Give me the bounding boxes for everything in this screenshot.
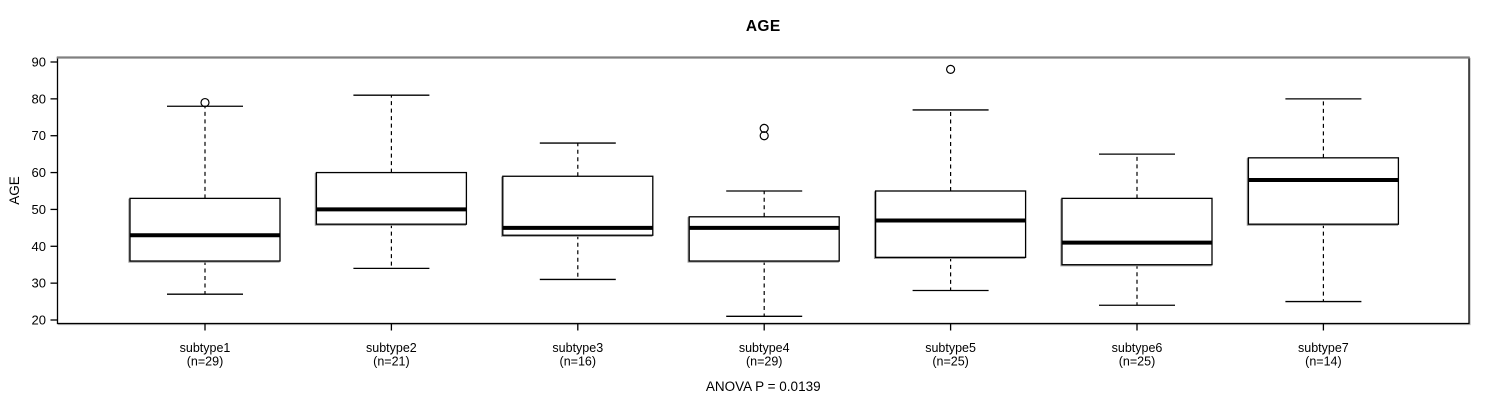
box-group-subtype4: subtype4(n=29) xyxy=(688,123,840,369)
group-label: subtype7 xyxy=(1298,341,1349,355)
iqr-box xyxy=(502,175,654,236)
iqr-box xyxy=(129,197,281,262)
y-tick-label: 80 xyxy=(32,91,46,106)
group-n-label: (n=29) xyxy=(746,355,782,369)
y-axis-title: AGE xyxy=(7,176,22,205)
iqr-box xyxy=(315,171,468,225)
group-n-label: (n=21) xyxy=(373,355,409,369)
chart-title: AGE xyxy=(746,18,781,35)
y-tick-label: 90 xyxy=(32,55,46,70)
box-group-subtype2: subtype2(n=21) xyxy=(315,94,468,369)
iqr-box xyxy=(1247,157,1400,225)
group-label: subtype6 xyxy=(1112,341,1163,355)
group-n-label: (n=25) xyxy=(932,355,968,369)
group-n-label: (n=14) xyxy=(1305,355,1341,369)
group-n-label: (n=16) xyxy=(560,355,596,369)
outlier-point xyxy=(759,123,769,133)
iqr-box xyxy=(874,190,1027,258)
group-label: subtype2 xyxy=(366,341,417,355)
outlier-point xyxy=(200,97,210,108)
y-tick-label: 20 xyxy=(32,313,46,328)
group-label: subtype5 xyxy=(925,341,976,355)
outlier-point xyxy=(945,64,956,74)
box-group-subtype1: subtype1(n=29) xyxy=(129,97,281,369)
iqr-box xyxy=(1061,197,1213,266)
y-tick-label: 70 xyxy=(32,128,46,143)
box-group-subtype5: subtype5(n=25) xyxy=(874,64,1027,369)
box-group-subtype7: subtype7(n=14) xyxy=(1247,98,1400,369)
anova-annotation: ANOVA P = 0.0139 xyxy=(706,379,821,394)
box-group-subtype3: subtype3(n=16) xyxy=(502,142,654,369)
group-n-label: (n=25) xyxy=(1119,355,1155,369)
group-label: subtype1 xyxy=(180,341,231,355)
group-label: subtype4 xyxy=(739,341,790,355)
y-tick-label: 30 xyxy=(32,276,46,291)
group-label: subtype3 xyxy=(552,341,603,355)
y-tick-label: 40 xyxy=(32,239,46,254)
outlier-point xyxy=(759,131,769,141)
y-tick-label: 60 xyxy=(32,165,46,180)
box-group-subtype6: subtype6(n=25) xyxy=(1061,153,1213,369)
iqr-box xyxy=(688,216,840,262)
y-tick-label: 50 xyxy=(32,202,46,217)
group-n-label: (n=29) xyxy=(187,355,223,369)
